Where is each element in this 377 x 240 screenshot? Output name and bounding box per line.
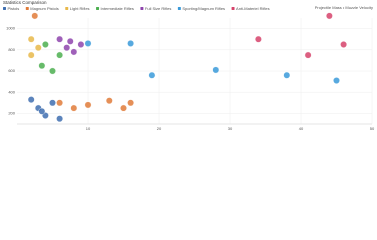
point	[63, 44, 71, 52]
point	[333, 77, 340, 84]
legend-label: Magnum Pistols	[30, 6, 58, 11]
legend-swatch	[3, 7, 6, 10]
legend-swatch	[65, 7, 69, 10]
point	[127, 40, 135, 47]
point	[56, 51, 63, 59]
point	[120, 104, 127, 112]
point	[127, 99, 135, 107]
legend-swatch	[231, 7, 235, 10]
point	[70, 104, 78, 112]
point	[84, 101, 92, 109]
point	[77, 41, 85, 48]
legend-swatch	[177, 7, 181, 10]
point	[283, 71, 291, 79]
y-tick-label: 600	[8, 68, 15, 73]
x-tick-label: 50	[370, 126, 375, 131]
legend-label: Intermediate Rifles	[101, 6, 134, 11]
point	[31, 12, 39, 20]
chart-title: Statistics Comparison	[3, 0, 47, 5]
chart-subtitle: Projectile Mass • Muzzle Velocity	[315, 5, 373, 10]
x-tick-label: 30	[228, 126, 233, 131]
point	[38, 107, 46, 115]
point	[105, 97, 113, 105]
legend-label: Sporting/Magnum Rifles	[182, 6, 225, 11]
y-tick-label: 1000	[6, 26, 16, 31]
point	[254, 35, 262, 43]
point	[148, 71, 156, 79]
point	[34, 44, 42, 52]
point	[340, 41, 347, 48]
legend-swatch	[96, 7, 100, 10]
point	[212, 66, 220, 74]
x-tick-label: 20	[157, 126, 162, 131]
y-tick-label: 800	[8, 47, 15, 52]
y-tick-label: 200	[8, 110, 15, 115]
x-tick-label: 10	[86, 126, 91, 131]
legend-label: Pistols	[8, 6, 20, 11]
point	[56, 35, 63, 43]
point	[49, 67, 56, 75]
point	[56, 99, 63, 107]
point	[66, 37, 74, 45]
point	[27, 35, 35, 43]
point	[70, 48, 78, 56]
point	[42, 41, 49, 48]
y-tick-label: 400	[8, 89, 15, 94]
point	[38, 62, 46, 70]
legend-swatch	[25, 7, 29, 10]
chart: Statistics Comparison Projectile Mass • …	[3, 0, 375, 131]
point	[27, 96, 35, 104]
point	[56, 115, 63, 123]
legend-swatch	[140, 7, 144, 10]
point	[304, 51, 312, 59]
point	[27, 51, 35, 59]
legend-label: Light Rifles	[70, 6, 90, 11]
x-tick-label: 40	[299, 126, 304, 131]
point	[84, 40, 92, 47]
legend-label: Full Size Rifles	[145, 6, 171, 11]
point	[49, 99, 56, 107]
legend-label: Anti-Materiel Rifles	[236, 6, 270, 11]
point	[325, 12, 333, 20]
